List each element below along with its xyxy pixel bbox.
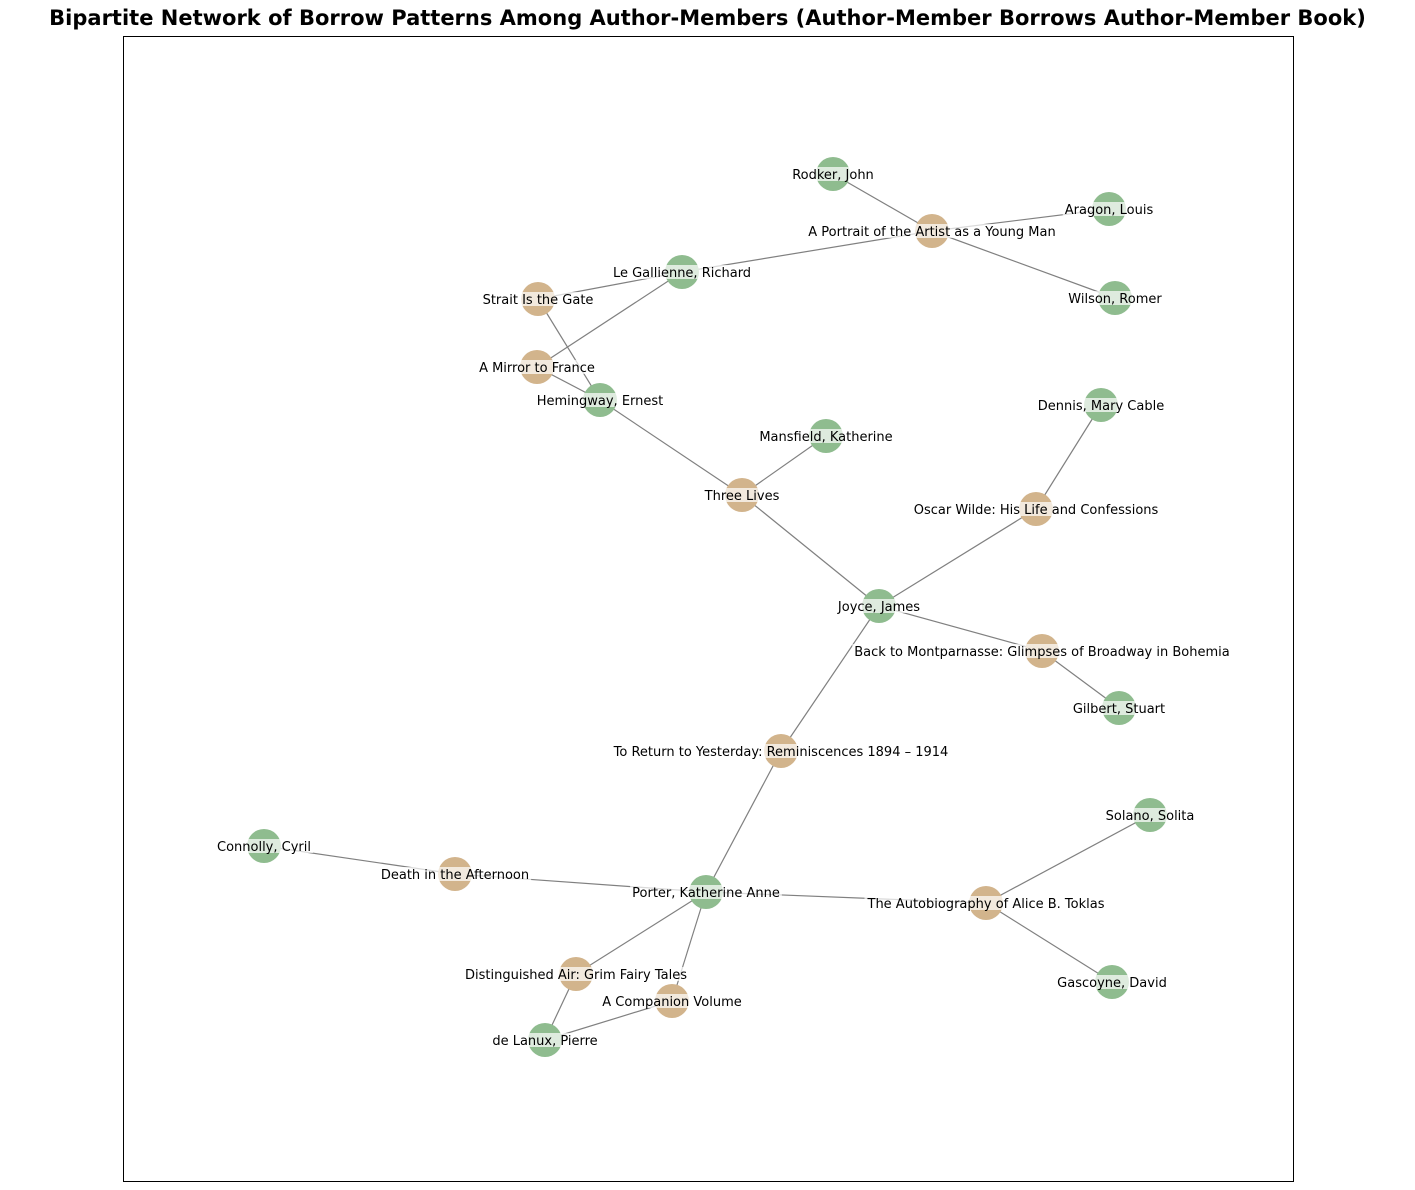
member-label: Gilbert, Stuart: [1073, 702, 1165, 717]
book-label: A Portrait of the Artist as a Young Man: [808, 225, 1055, 240]
member-label: Joyce, James: [837, 600, 920, 615]
edge-joyce-james--three-lives: [741, 494, 880, 607]
book-label: Back to Montparnasse: Glimpses of Broadw…: [854, 645, 1229, 660]
book-label-band: [911, 502, 1161, 516]
plot-frame: [123, 36, 1294, 1182]
book-label: Three Lives: [704, 489, 780, 504]
edge-porter-katherine-anne--to-return-to-yesterday-reminiscences-1894-1914: [705, 750, 782, 893]
book-label-band: [852, 644, 1232, 658]
book-label-band: [701, 488, 782, 502]
chart-title: Bipartite Network of Borrow Patterns Amo…: [49, 6, 1366, 30]
book-label-band: [378, 867, 532, 881]
edge-rodker-john--a-portrait-of-the-artist-as-a-young-man: [832, 173, 933, 232]
book-label: Oscar Wilde: His Life and Confessions: [914, 503, 1159, 518]
book-label-band: [480, 292, 596, 306]
member-label-band: [834, 599, 923, 613]
book-label-band: [610, 744, 951, 758]
edge-porter-katherine-anne--distinguished-air-grim-fairy-tales: [575, 891, 707, 975]
edge-mansfield-katherine--three-lives: [741, 435, 827, 496]
edge-solano-solita--the-autobiography-of-alice-b-toklas: [985, 814, 1151, 904]
edge-hemingway-ernest--three-lives: [599, 399, 743, 496]
label-layer: Rodker, John Aragon, Louis Wilson, Romer Le…: [215, 167, 1232, 1049]
member-label-band: [610, 265, 754, 279]
member-label-band: [790, 167, 876, 181]
book-label-band: [864, 896, 1107, 910]
member-label-band: [1066, 291, 1165, 305]
member-label: Connolly, Cyril: [217, 840, 311, 855]
member-label: Gascoyne, David: [1057, 976, 1167, 991]
book-label: Death in the Afternoon: [381, 868, 529, 883]
member-label: Hemingway, Ernest: [537, 394, 664, 409]
member-label-band: [757, 429, 895, 443]
member-label: de Lanux, Pierre: [492, 1034, 597, 1049]
member-label: Le Gallienne, Richard: [613, 266, 751, 281]
member-label: Porter, Katherine Anne: [632, 886, 780, 901]
book-label: A Mirror to France: [479, 361, 595, 376]
member-label-band: [490, 1033, 600, 1047]
book-label: Strait Is the Gate: [483, 293, 594, 308]
member-label-band: [1062, 202, 1156, 216]
book-label-band: [463, 967, 690, 981]
book-label: Distinguished Air: Grim Fairy Tales: [465, 968, 687, 983]
book-label-band: [806, 224, 1058, 238]
book-label-band: [477, 360, 597, 374]
edge-joyce-james--back-to-montparnasse-glimpses-of-broadway-in-bohemia: [878, 605, 1043, 652]
member-label: Dennis, Mary Cable: [1038, 399, 1164, 414]
edge-porter-katherine-anne--a-companion-volume: [671, 891, 707, 1002]
member-label: Wilson, Romer: [1068, 292, 1162, 307]
edge-hemingway-ernest--strait-is-the-gate: [537, 298, 601, 401]
edge-dennis-mary-cable--oscar-wilde-his-life-and-confessions: [1035, 404, 1102, 510]
book-label: A Companion Volume: [602, 995, 741, 1010]
edge-wilson-romer--a-portrait-of-the-artist-as-a-young-man: [931, 230, 1116, 299]
member-label-band: [1055, 975, 1169, 989]
edge-le-gallienne-richard--a-mirror-to-france: [536, 271, 683, 368]
node-layer: [247, 157, 1167, 1057]
member-label: Solano, Solita: [1106, 809, 1195, 824]
book-label: The Autobiography of Alice B. Toklas: [867, 897, 1105, 912]
member-label-band: [1103, 808, 1197, 822]
book-label: To Return to Yesterday: Reminiscences 18…: [613, 745, 949, 760]
edge-layer: [263, 173, 1151, 1041]
member-label-band: [1035, 398, 1167, 412]
member-label-band: [215, 839, 313, 853]
member-label-band: [534, 393, 666, 407]
edge-joyce-james--oscar-wilde-his-life-and-confessions: [878, 508, 1037, 607]
member-label: Rodker, John: [792, 168, 874, 183]
member-label-band: [1070, 701, 1168, 715]
edge-gascoyne-david--the-autobiography-of-alice-b-toklas: [985, 902, 1113, 983]
member-label: Aragon, Louis: [1065, 203, 1154, 218]
member-label-band: [630, 885, 782, 899]
edge-joyce-james--to-return-to-yesterday-reminiscences-1894-1914: [780, 605, 880, 752]
book-label-band: [600, 994, 744, 1008]
member-label: Mansfield, Katherine: [759, 430, 892, 445]
